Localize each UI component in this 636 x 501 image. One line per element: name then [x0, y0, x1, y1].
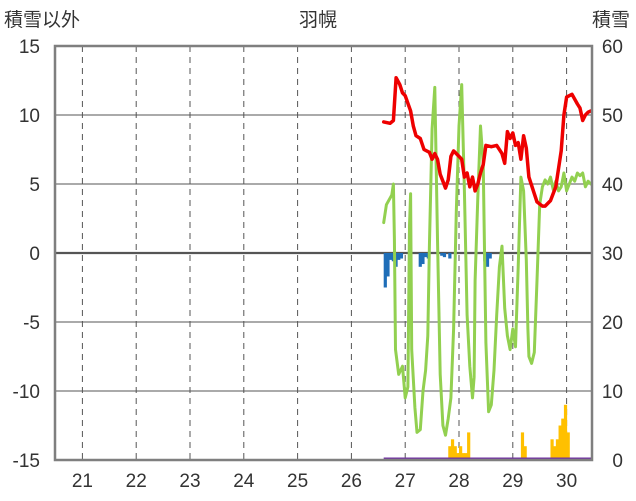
plot-frame [53, 44, 594, 462]
snow-bar [448, 446, 452, 460]
precip-bar [448, 253, 452, 259]
snow-bar [561, 418, 565, 460]
left-axis-label: 積雪以外 [4, 9, 80, 31]
left-tick-label: 0 [29, 244, 40, 265]
precip-bar [418, 253, 422, 267]
left-tick-label: 10 [19, 106, 40, 127]
snow-bar [523, 446, 527, 460]
precip-bar [440, 253, 444, 256]
x-tick-label: 27 [395, 471, 416, 492]
x-tick-label: 21 [72, 471, 93, 492]
precip-bar [442, 253, 447, 258]
left-tick-label: -10 [13, 382, 40, 403]
x-tick-label: 28 [448, 471, 469, 492]
left-tick-label: 15 [19, 37, 40, 58]
series-red-line [381, 75, 593, 208]
grid [55, 45, 592, 461]
right-tick-label: 20 [602, 313, 623, 334]
right-tick-label: 50 [602, 106, 623, 127]
x-tick-label: 24 [233, 471, 255, 492]
snow-bar [550, 439, 554, 460]
snow-bar [553, 446, 557, 460]
precip-bar [488, 253, 492, 259]
precip-bar [424, 253, 428, 258]
x-tick-label: 29 [502, 471, 523, 492]
left-tick-label: -15 [13, 451, 40, 472]
snow-bar [453, 446, 457, 460]
line-marks [381, 75, 593, 461]
x-tick-label: 22 [126, 471, 147, 492]
left-tick-label: -5 [23, 313, 40, 334]
right-tick-label: 0 [612, 451, 623, 472]
right-axis-label: 積雪 [592, 9, 630, 31]
right-tick-label: 60 [602, 37, 623, 58]
x-tick-label: 26 [341, 471, 362, 492]
snow-bar [464, 453, 468, 460]
precip-bar [485, 253, 490, 267]
precip-bar [386, 253, 390, 277]
precip-bar [389, 253, 393, 260]
x-tick-label: 30 [556, 471, 577, 492]
right-tick-label: 10 [602, 382, 623, 403]
left-tick-label: 5 [29, 175, 40, 196]
precip-bar [383, 253, 387, 288]
precip-bar [397, 253, 401, 260]
x-tick-label: 25 [287, 471, 308, 492]
snow-bar [563, 404, 568, 460]
precip-bar [399, 253, 404, 259]
precip-bar [421, 253, 425, 265]
right-tick-label: 30 [602, 244, 623, 265]
snow-bar [467, 432, 471, 460]
snow-bar [459, 446, 463, 460]
snow-bar [558, 425, 562, 460]
chart-title: 羽幌 [299, 9, 337, 31]
right-tick-label: 40 [602, 175, 623, 196]
snow-bar [450, 439, 455, 460]
snow-bar [461, 453, 465, 460]
snow-bar [555, 439, 560, 460]
x-tick-label: 23 [179, 471, 200, 492]
snow-bar [566, 432, 570, 460]
snow-bar [456, 453, 460, 460]
snow-bar [520, 432, 525, 460]
